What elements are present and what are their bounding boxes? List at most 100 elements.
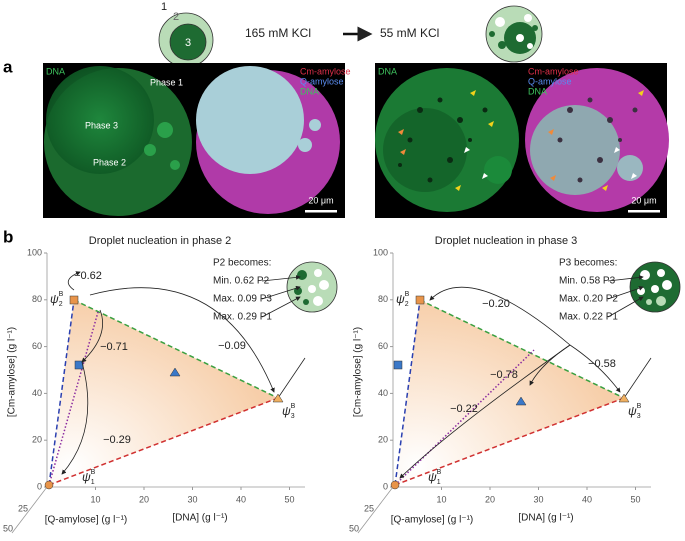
phase-label: Phase 2 <box>93 157 126 167</box>
legend-heading: P3 becomes: <box>559 258 617 269</box>
droplet-dot <box>656 296 666 306</box>
legend-pointer <box>607 296 644 318</box>
legend-line: Min. 0.62 P2 <box>213 276 270 287</box>
phase-triangle <box>49 300 278 485</box>
transition-arrow <box>399 344 571 479</box>
vertex-subscript: 3 <box>637 413 641 420</box>
vertex-subscript: 1 <box>91 479 95 486</box>
arrow-label: −0.71 <box>100 341 128 353</box>
x-tick-label: 10 <box>90 494 100 504</box>
transition-arrow <box>67 271 81 291</box>
x-axis-label: [DNA] (g l⁻¹) <box>518 513 573 524</box>
y-tick-label: 40 <box>378 388 388 398</box>
projection-marker <box>169 367 181 377</box>
scale-bar-label: 20 μm <box>631 195 656 205</box>
legend-pointer <box>261 285 301 300</box>
vertex-symbol: ψ <box>628 404 637 418</box>
y-tick-label: 0 <box>37 481 42 491</box>
vertex-label: ψ2 B <box>50 291 64 308</box>
droplet-dot <box>657 269 665 277</box>
droplet-dot <box>646 299 652 305</box>
x-tick-label: 50 <box>284 494 294 504</box>
phase-triangle <box>395 300 624 485</box>
vertex-marker <box>69 295 79 305</box>
vertex-label: ψ1 B <box>428 469 442 486</box>
x-axis-label: [DNA] (g l⁻¹) <box>172 513 227 524</box>
vertex-superscript: B <box>405 291 410 298</box>
vertex-marker <box>272 393 284 403</box>
tie-line <box>73 299 279 399</box>
transition-arrow <box>61 361 89 475</box>
y-tick-label: 20 <box>32 435 42 445</box>
condition-label: 165 mM KCl <box>245 26 311 40</box>
vertex-marker <box>618 393 630 403</box>
transition-arrow <box>429 286 571 346</box>
legend-heading: P2 becomes: <box>213 258 271 269</box>
transition-arrow <box>569 344 621 393</box>
vertex-superscript: B <box>637 403 642 410</box>
y-tick-label: 60 <box>378 341 388 351</box>
y-tick-label: 60 <box>32 341 42 351</box>
plot-title: Droplet nucleation in phase 2 <box>89 235 231 247</box>
droplet-dot <box>297 270 307 280</box>
vertex-marker <box>415 295 425 305</box>
phase-number: 3 <box>185 37 191 49</box>
vertex-marker <box>390 480 400 490</box>
z-axis <box>11 486 48 534</box>
y-tick-label: 20 <box>378 435 388 445</box>
vertex-label: ψ3 B <box>628 403 642 420</box>
phase-plot: 0 20 40 60 80 100 10 20 30 40 50 25 50 [Cm-amylose] (… <box>3 235 338 534</box>
arrow-label: −0.78 <box>490 369 518 381</box>
projection-marker <box>515 396 527 406</box>
y-tick-label: 100 <box>373 247 388 257</box>
x-tick-label: 40 <box>582 494 592 504</box>
vertex-marker <box>44 480 54 490</box>
phase-label: Phase 3 <box>85 120 118 130</box>
vertex-subscript: 2 <box>59 301 63 308</box>
vertex-superscript: B <box>291 403 296 410</box>
legend-line: Min. 0.58 P3 <box>559 276 616 287</box>
droplet-dot <box>651 285 659 293</box>
arrow-label: −0.58 <box>588 358 616 370</box>
x-tick-label: 50 <box>630 494 640 504</box>
channel-label: DNA <box>46 66 65 76</box>
vertex-superscript: B <box>437 469 442 476</box>
droplet-dot <box>303 299 309 305</box>
y-tick-label: 100 <box>27 247 42 257</box>
droplet-dot <box>314 269 322 277</box>
vertex-subscript: 3 <box>291 413 295 420</box>
droplet-dot <box>313 296 323 306</box>
droplet-dot <box>308 285 316 293</box>
vertex-subscript: 1 <box>437 479 441 486</box>
tie-line <box>394 349 535 486</box>
legend-label: DNA <box>300 86 319 96</box>
legend-label: Q-amylose <box>300 76 344 86</box>
tie-line <box>48 299 75 486</box>
phase-number: 1 <box>161 1 167 13</box>
legend-label: Cm-amylose <box>528 66 579 76</box>
legend-line: Max. 0.20 P2 <box>559 294 618 305</box>
channel-label: DNA <box>378 66 397 76</box>
legend-pointer <box>261 275 301 282</box>
schematic: 1 2 3 165 mM KCl 55 mM KCl <box>158 1 543 68</box>
projection <box>277 357 306 399</box>
panel-label: b <box>3 227 13 246</box>
arrow-label: −0.22 <box>450 403 478 415</box>
scale-bar-label: 20 μm <box>308 195 333 205</box>
legend-label: Q-amylose <box>528 76 572 86</box>
arrow-label: −0.29 <box>103 434 131 446</box>
z-axis <box>357 486 394 534</box>
vertex-label: ψ2 B <box>396 291 410 308</box>
transition-arrow <box>81 309 104 363</box>
vertex-symbol: ψ <box>428 470 437 484</box>
z-tick-label: 50 <box>3 523 13 533</box>
x-tick-label: 20 <box>485 494 495 504</box>
phase-number: 2 <box>173 11 179 23</box>
legend-line: Max. 0.22 P1 <box>559 312 618 323</box>
vertex-label: ψ3 B <box>282 403 296 420</box>
droplet-dot <box>637 287 645 295</box>
x-tick-label: 30 <box>533 494 543 504</box>
y-tick-label: 80 <box>32 294 42 304</box>
tie-line <box>48 397 279 486</box>
